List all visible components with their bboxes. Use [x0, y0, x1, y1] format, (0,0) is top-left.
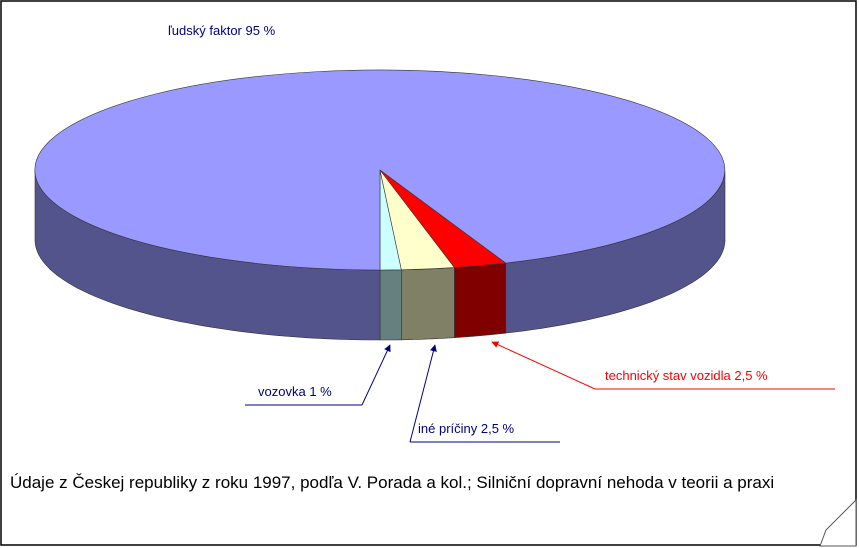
slice-label-name: vozovka: [258, 384, 306, 399]
leader-line: [491, 341, 596, 390]
slice-label-name: iné príčiny: [418, 421, 478, 436]
slice-side: [454, 262, 507, 338]
slice-label-name: ľudský faktor: [168, 23, 243, 38]
caption: Údaje z Českej republiky z roku 1997, po…: [10, 473, 775, 492]
slice-label-value: 95 %: [246, 23, 276, 38]
slice-label: technický stav vozidla 2,5 %: [605, 368, 768, 383]
slice-side: [401, 267, 455, 341]
page-curl: [819, 498, 857, 547]
slice-label: ľudský faktor 95 %: [168, 23, 276, 38]
leader-line: [361, 344, 391, 406]
slice-label-value: 2,5 %: [734, 368, 768, 383]
slice: [34, 69, 726, 271]
slice-label: iné príčiny 2,5 %: [418, 421, 515, 436]
slice-label: vozovka 1 %: [258, 384, 332, 399]
slice-side: [379, 269, 402, 341]
leader-line: [409, 344, 437, 443]
slice-label-value: 1 %: [309, 384, 332, 399]
slice-label-value: 2,5 %: [481, 421, 515, 436]
slice-label-name: technický stav vozidla: [605, 368, 731, 383]
